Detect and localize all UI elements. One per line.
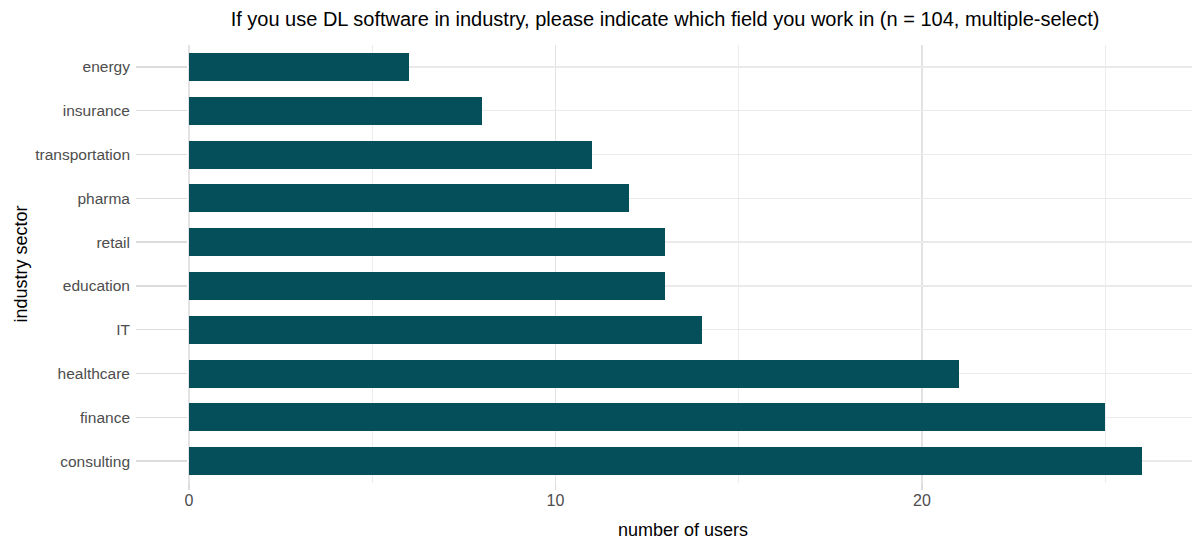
bar-chart-figure: If you use DL software in industry, plea… <box>0 0 1200 551</box>
x-axis-tick <box>921 483 923 490</box>
bar-retail <box>189 228 665 256</box>
category-label-retail: retail <box>0 235 130 251</box>
bar-education <box>189 272 665 300</box>
y-axis-tick <box>136 198 187 200</box>
category-label-IT: IT <box>0 322 130 338</box>
x-axis-tick <box>188 483 190 490</box>
x-tick-label-0: 0 <box>185 493 194 509</box>
bar-energy <box>189 53 409 81</box>
bar-pharma <box>189 184 629 212</box>
category-label-insurance: insurance <box>0 103 130 119</box>
y-axis-tick <box>136 241 187 243</box>
y-axis-tick <box>136 329 187 331</box>
y-axis-tick <box>136 66 187 68</box>
category-label-pharma: pharma <box>0 191 130 207</box>
x-tick-label-10: 10 <box>547 493 565 509</box>
y-axis-tick <box>136 285 187 287</box>
y-axis-tick <box>136 373 187 375</box>
bar-IT <box>189 316 702 344</box>
x-tick-label-20: 20 <box>913 493 931 509</box>
bar-consulting <box>189 447 1142 475</box>
y-axis-tick <box>136 460 187 462</box>
x-axis-tick <box>555 483 557 490</box>
bar-finance <box>189 403 1105 431</box>
bar-healthcare <box>189 360 959 388</box>
category-label-consulting: consulting <box>0 454 130 470</box>
bar-transportation <box>189 141 592 169</box>
x-axis-title: number of users <box>618 520 748 541</box>
category-label-healthcare: healthcare <box>0 366 130 382</box>
category-label-transportation: transportation <box>0 147 130 163</box>
category-label-energy: energy <box>0 59 130 75</box>
y-axis-tick <box>136 417 187 419</box>
chart-title: If you use DL software in industry, plea… <box>231 8 1100 31</box>
y-axis-title: industry sector <box>11 205 32 322</box>
bar-insurance <box>189 97 482 125</box>
category-label-education: education <box>0 278 130 294</box>
category-label-finance: finance <box>0 410 130 426</box>
y-axis-tick <box>136 110 187 112</box>
y-axis-tick <box>136 154 187 156</box>
